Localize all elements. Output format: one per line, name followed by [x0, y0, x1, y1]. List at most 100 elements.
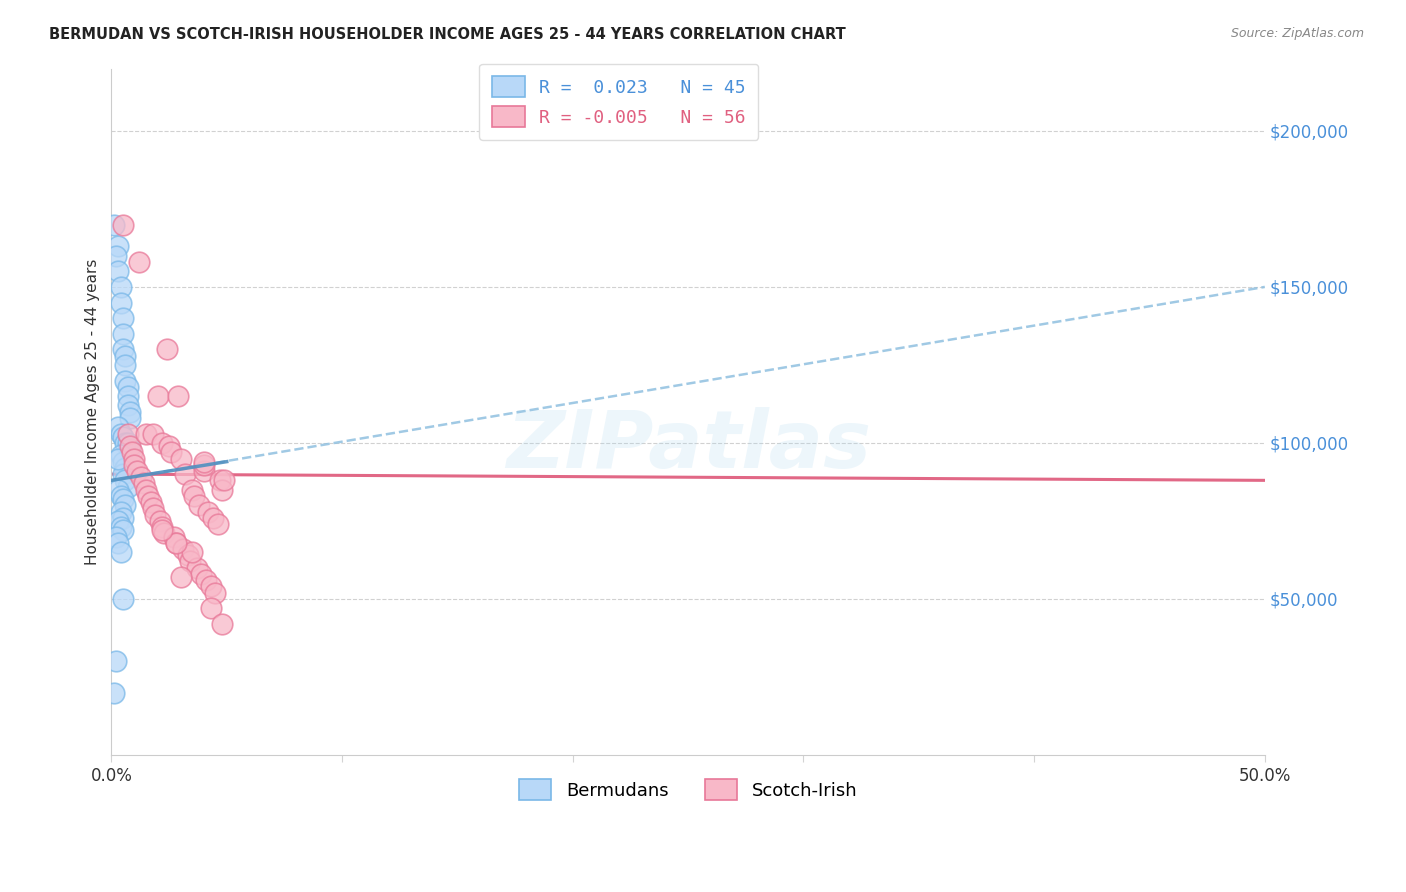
Point	[181, 483, 204, 497]
Point	[114, 474, 136, 488]
Point	[111, 455, 134, 469]
Point	[208, 474, 231, 488]
Point	[107, 239, 129, 253]
Point	[111, 218, 134, 232]
Point	[193, 458, 215, 472]
Point	[142, 501, 165, 516]
Point	[107, 451, 129, 466]
Point	[132, 476, 155, 491]
Point	[117, 380, 139, 394]
Point	[117, 426, 139, 441]
Point	[118, 411, 141, 425]
Point	[201, 510, 224, 524]
Point	[156, 343, 179, 357]
Point	[181, 545, 204, 559]
Point	[117, 436, 139, 450]
Point	[131, 470, 153, 484]
Point	[107, 483, 129, 497]
Point	[143, 508, 166, 522]
Point	[118, 405, 141, 419]
Point	[111, 343, 134, 357]
Point	[186, 560, 208, 574]
Text: Source: ZipAtlas.com: Source: ZipAtlas.com	[1230, 27, 1364, 40]
Point	[165, 535, 187, 549]
Point	[118, 442, 141, 457]
Point	[105, 529, 128, 543]
Point	[128, 255, 150, 269]
Point	[150, 520, 173, 534]
Point	[111, 491, 134, 506]
Point	[179, 554, 201, 568]
Point	[174, 467, 197, 482]
Point	[114, 374, 136, 388]
Point	[110, 520, 132, 534]
Point	[110, 545, 132, 559]
Point	[110, 504, 132, 518]
Point	[157, 439, 180, 453]
Point	[117, 389, 139, 403]
Point	[114, 358, 136, 372]
Point	[200, 601, 222, 615]
Point	[190, 566, 212, 581]
Text: BERMUDAN VS SCOTCH-IRISH HOUSEHOLDER INCOME AGES 25 - 44 YEARS CORRELATION CHART: BERMUDAN VS SCOTCH-IRISH HOUSEHOLDER INC…	[49, 27, 846, 42]
Point	[111, 326, 134, 341]
Point	[149, 514, 172, 528]
Point	[107, 420, 129, 434]
Point	[117, 399, 139, 413]
Point	[114, 436, 136, 450]
Point	[167, 389, 190, 403]
Point	[169, 451, 191, 466]
Text: ZIPatlas: ZIPatlas	[506, 407, 870, 485]
Point	[124, 451, 146, 466]
Point	[150, 436, 173, 450]
Point	[111, 591, 134, 606]
Point	[103, 685, 125, 699]
Point	[117, 480, 139, 494]
Point	[107, 535, 129, 549]
Point	[163, 529, 186, 543]
Point	[111, 467, 134, 482]
Point	[176, 548, 198, 562]
Point	[111, 430, 134, 444]
Point	[197, 504, 219, 518]
Point	[160, 445, 183, 459]
Point	[103, 218, 125, 232]
Point	[135, 426, 157, 441]
Point	[110, 489, 132, 503]
Point	[118, 439, 141, 453]
Point	[111, 311, 134, 326]
Point	[107, 264, 129, 278]
Point	[146, 389, 169, 403]
Point	[110, 449, 132, 463]
Point	[153, 526, 176, 541]
Point	[110, 280, 132, 294]
Point	[111, 523, 134, 537]
Point	[165, 535, 187, 549]
Point	[195, 573, 218, 587]
Point	[110, 295, 132, 310]
Point	[193, 455, 215, 469]
Point	[114, 498, 136, 512]
Point	[188, 498, 211, 512]
Point	[105, 654, 128, 668]
Point	[172, 541, 194, 556]
Point	[207, 516, 229, 531]
Point	[150, 523, 173, 537]
Point	[200, 579, 222, 593]
Legend: Bermudans, Scotch-Irish: Bermudans, Scotch-Irish	[505, 764, 872, 814]
Point	[142, 426, 165, 441]
Point	[136, 489, 159, 503]
Point	[193, 464, 215, 478]
Point	[214, 474, 236, 488]
Point	[211, 483, 233, 497]
Point	[111, 510, 134, 524]
Point	[139, 495, 162, 509]
Point	[204, 585, 226, 599]
Point	[114, 349, 136, 363]
Point	[124, 458, 146, 472]
Point	[211, 616, 233, 631]
Point	[114, 461, 136, 475]
Point	[125, 464, 148, 478]
Y-axis label: Householder Income Ages 25 - 44 years: Householder Income Ages 25 - 44 years	[86, 259, 100, 565]
Point	[135, 483, 157, 497]
